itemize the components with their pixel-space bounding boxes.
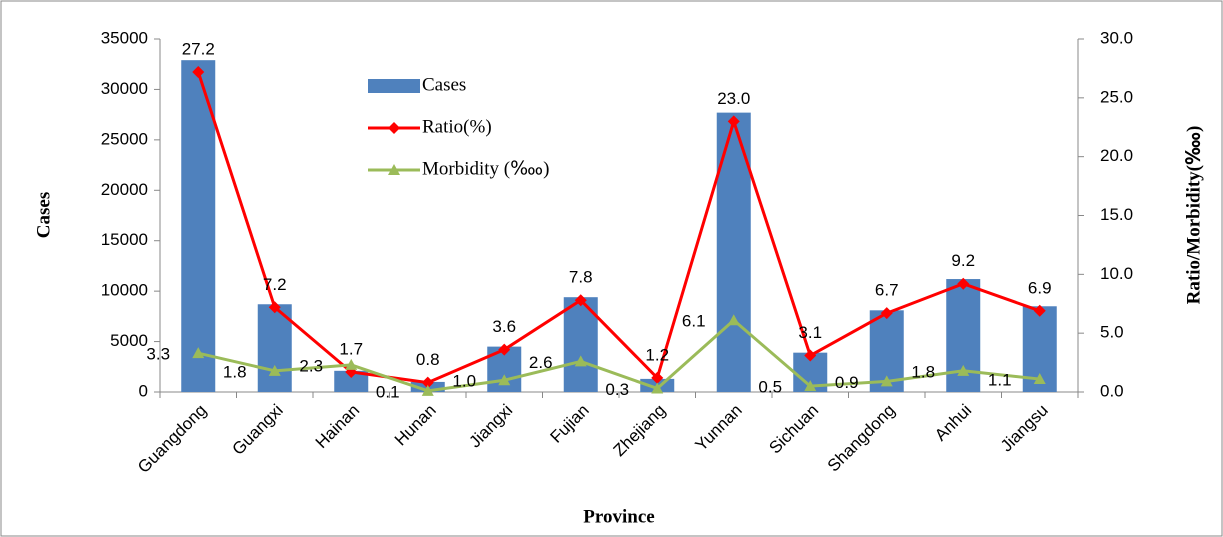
x-axis-title: Province [583,506,654,527]
line [196,71,1041,385]
data-label: 2.6 [529,353,553,372]
data-label: 1.2 [645,345,669,364]
y2-tick-label: 10.0 [1100,264,1133,283]
data-label: 1.8 [223,362,247,381]
data-label: 0.9 [835,373,859,392]
marker [957,364,970,376]
data-label: 0.3 [605,380,629,399]
y-axis-title: Cases [33,192,54,238]
data-label: 7.8 [569,268,593,287]
bar [334,370,369,392]
y-tick-label: 25000 [101,129,148,148]
line [197,318,1040,393]
y-tick-label: 20000 [101,180,148,199]
data-label: 23.0 [717,89,750,108]
y2-tick-label: 30.0 [1100,28,1133,47]
y2-axis-title: Ratio/Morbidity(‱) [1183,126,1204,305]
legend-label: Ratio(%) [422,116,492,137]
y-tick-label: 15000 [101,230,148,249]
y2-tick-label: 25.0 [1100,87,1133,106]
data-label: 3.1 [798,323,822,342]
data-label: 0.8 [416,350,440,369]
legend-marker [388,164,400,175]
marker [268,301,281,314]
marker [498,374,511,386]
data-label: 6.7 [875,281,899,300]
data-label: 27.2 [182,39,215,58]
data-label: 1.0 [452,372,476,391]
marker [651,382,664,394]
y2-tick-label: 5.0 [1100,323,1124,342]
marker [727,115,740,128]
marker [574,294,587,307]
bar [257,304,292,392]
data-label: 6.1 [682,312,706,331]
marker [574,355,587,367]
data-label: 3.3 [146,345,170,364]
bar [181,60,216,393]
y-tick-label: 35000 [101,28,148,47]
y2-tick-label: 20.0 [1100,146,1133,165]
marker [880,307,893,320]
marker [421,384,434,396]
marker [498,343,511,356]
marker [1033,373,1046,385]
marker [804,349,817,362]
y-tick-label: 5000 [110,331,148,350]
marker [804,380,817,392]
marker [727,314,740,326]
marker [651,371,664,384]
data-label: 1.7 [339,339,363,358]
data-label: 9.2 [951,251,975,270]
data-label: 6.9 [1028,278,1052,297]
marker [192,347,205,359]
data-label: 3.6 [492,317,516,336]
y2-tick-label: 15.0 [1100,205,1133,224]
y-tick-label: 30000 [101,79,148,98]
data-label: 1.8 [911,362,935,381]
marker [192,65,205,78]
data-label: 1.1 [988,371,1012,390]
data-label: 0.5 [758,378,782,397]
marker [1033,304,1046,317]
data-label: 0.1 [376,382,400,401]
marker [421,376,434,389]
y-tick-label: 10000 [101,281,148,300]
legend-label: Morbidity (‱) [422,158,549,179]
data-label: 7.2 [263,275,287,294]
y2-tick-label: 0.0 [1100,381,1124,400]
marker [957,277,970,290]
marker [880,375,893,387]
legend-label: Cases [422,74,466,95]
y-tick-label: 0 [139,381,148,400]
marker [268,364,281,376]
data-label: 2.3 [299,356,323,375]
marker [345,358,358,370]
legend-marker [388,122,400,134]
legend-swatch [368,79,420,93]
